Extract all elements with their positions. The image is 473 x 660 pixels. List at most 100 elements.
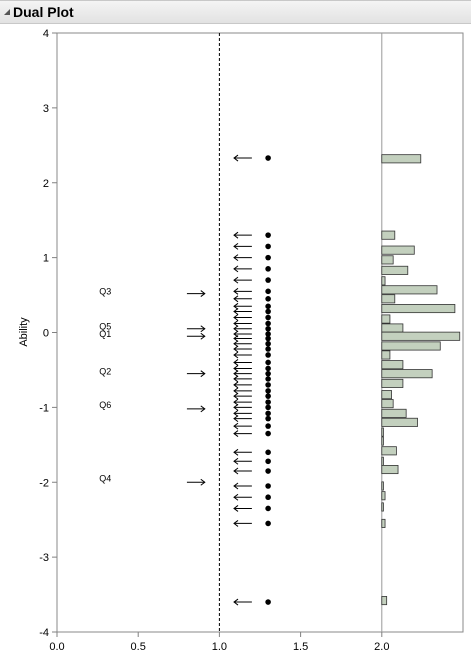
person-point	[265, 296, 271, 302]
person-point	[265, 388, 271, 394]
person-arrow	[233, 505, 252, 512]
person-arrow	[233, 254, 252, 262]
y-tick-label: 3	[43, 103, 49, 115]
histogram-bar	[381, 304, 456, 314]
y-tick-label: -2	[39, 477, 49, 489]
person-arrow-head	[233, 493, 239, 501]
histogram-bar	[381, 427, 384, 437]
person-arrow-head	[233, 409, 239, 417]
histogram-layer	[381, 154, 461, 606]
person-arrow-head	[233, 320, 239, 327]
histogram-bar	[381, 255, 394, 265]
histogram-bar	[381, 491, 386, 501]
person-arrow	[233, 430, 252, 437]
outline-header[interactable]: Dual Plot	[0, 0, 471, 24]
item-arrow	[186, 478, 206, 486]
item-arrow-head	[200, 478, 206, 486]
person-arrow-head	[233, 351, 239, 359]
person-point	[265, 232, 271, 238]
x-tick-label: 0.0	[49, 641, 64, 653]
person-arrow-head	[233, 422, 239, 430]
person-point	[265, 155, 271, 161]
person-arrow	[233, 370, 252, 378]
histogram-bar	[381, 436, 384, 446]
item-arrow-head	[200, 332, 206, 340]
x-tick-label: 2.0	[374, 641, 389, 653]
histogram-bar	[381, 350, 391, 360]
person-point	[265, 370, 271, 377]
person-arrow-head	[233, 335, 239, 342]
person-point	[265, 277, 271, 283]
item-arrow-head	[200, 325, 206, 333]
person-arrow-head	[233, 365, 239, 372]
person-arrow	[233, 365, 252, 372]
person-arrow-head	[233, 415, 239, 423]
person-arrow	[233, 409, 252, 417]
person-arrow	[233, 493, 252, 501]
person-point	[265, 303, 271, 310]
disclosure-triangle-icon[interactable]	[4, 9, 10, 15]
person-point	[265, 266, 271, 272]
item-arrow	[186, 325, 206, 333]
person-point	[265, 483, 271, 489]
person-arrow-head	[233, 314, 239, 321]
person-arrow	[233, 467, 252, 475]
y-tick-label: 4	[43, 28, 49, 40]
histogram-bar	[381, 245, 415, 255]
person-point	[265, 376, 271, 382]
person-arrow-head	[233, 325, 239, 333]
person-point	[265, 599, 271, 605]
person-arrow-head	[233, 381, 239, 389]
person-arrow-head	[233, 520, 239, 527]
histogram-bar	[381, 408, 407, 418]
item-arrow	[186, 370, 206, 378]
person-arrow-head	[233, 340, 239, 348]
person-point	[265, 520, 271, 527]
histogram-bar	[381, 360, 404, 370]
person-arrow	[233, 359, 252, 366]
person-arrow	[233, 457, 252, 465]
person-point	[265, 494, 271, 501]
y-tick-label: 0	[43, 328, 49, 340]
person-arrow	[233, 375, 252, 383]
person-point	[265, 505, 271, 512]
histogram-bar	[381, 596, 388, 606]
person-point	[265, 314, 271, 321]
person-point	[265, 410, 271, 417]
person-point	[265, 320, 271, 327]
person-arrow	[233, 448, 252, 456]
y-tick-label: 2	[43, 178, 49, 190]
person-arrow-head	[233, 154, 239, 162]
person-point	[265, 331, 271, 337]
person-arrow-head	[233, 457, 239, 465]
person-point	[265, 288, 271, 295]
person-arrow	[233, 403, 252, 411]
person-arrow-head	[233, 308, 239, 315]
person-arrow-head	[233, 448, 239, 456]
person-arrow-head	[233, 403, 239, 411]
person-arrow	[233, 415, 252, 423]
item-arrow-head	[200, 370, 206, 378]
person-layer	[233, 154, 271, 606]
person-arrow	[233, 154, 252, 162]
person-point	[265, 365, 271, 372]
person-arrow	[233, 314, 252, 321]
item-arrow-head	[200, 290, 206, 297]
person-arrow-head	[233, 387, 239, 395]
person-arrow	[233, 520, 252, 527]
histogram-bar	[381, 314, 391, 324]
histogram-bar	[381, 294, 396, 304]
item-arrow	[186, 332, 206, 340]
person-point	[265, 415, 271, 422]
x-tick-label: 1.0	[212, 641, 227, 653]
person-point	[265, 382, 271, 388]
histogram-bar	[381, 276, 386, 286]
histogram-bar	[381, 390, 392, 400]
person-arrow-head	[233, 302, 239, 310]
person-point	[265, 340, 271, 347]
x-tick-label: 1.5	[293, 641, 308, 653]
person-arrow	[233, 265, 252, 273]
item-label: Q6	[99, 400, 111, 410]
